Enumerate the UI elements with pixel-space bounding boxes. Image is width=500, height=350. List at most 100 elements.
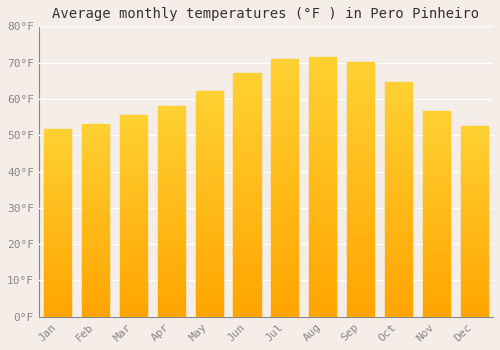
- Bar: [385, 232, 412, 237]
- Bar: [158, 156, 185, 161]
- Title: Average monthly temperatures (°F ) in Pero Pinheiro: Average monthly temperatures (°F ) in Pe…: [52, 7, 480, 21]
- Bar: [271, 280, 298, 286]
- Bar: [385, 256, 412, 261]
- Bar: [422, 161, 450, 165]
- Bar: [460, 286, 488, 290]
- Bar: [347, 215, 374, 220]
- Bar: [271, 79, 298, 85]
- Bar: [234, 234, 260, 239]
- Bar: [234, 175, 260, 181]
- Bar: [44, 234, 72, 238]
- Bar: [44, 186, 72, 190]
- Bar: [422, 206, 450, 210]
- Bar: [309, 171, 336, 177]
- Bar: [82, 278, 109, 282]
- Bar: [120, 244, 147, 248]
- Bar: [347, 103, 374, 108]
- Bar: [460, 210, 488, 214]
- Bar: [44, 216, 72, 219]
- Bar: [82, 151, 109, 155]
- Bar: [460, 168, 488, 172]
- Bar: [82, 166, 109, 170]
- Bar: [422, 255, 450, 259]
- Bar: [385, 120, 412, 125]
- Bar: [309, 218, 336, 223]
- Bar: [385, 92, 412, 97]
- Bar: [385, 274, 412, 279]
- Bar: [422, 280, 450, 284]
- Bar: [460, 313, 488, 317]
- Bar: [347, 144, 374, 149]
- Bar: [347, 266, 374, 271]
- Bar: [309, 301, 336, 306]
- Bar: [158, 295, 185, 300]
- Bar: [460, 175, 488, 180]
- Bar: [234, 180, 260, 186]
- Bar: [196, 123, 223, 128]
- Bar: [309, 259, 336, 265]
- Bar: [460, 244, 488, 248]
- Bar: [309, 161, 336, 166]
- Bar: [271, 95, 298, 100]
- Bar: [234, 312, 260, 317]
- Bar: [422, 132, 450, 136]
- Bar: [460, 217, 488, 222]
- Bar: [196, 285, 223, 290]
- Bar: [158, 249, 185, 254]
- Bar: [347, 271, 374, 276]
- Bar: [422, 189, 450, 194]
- Bar: [158, 173, 185, 178]
- Bar: [234, 83, 260, 88]
- Bar: [460, 236, 488, 240]
- Bar: [309, 311, 336, 317]
- Bar: [82, 193, 109, 197]
- Bar: [196, 307, 223, 312]
- Bar: [82, 262, 109, 267]
- Bar: [422, 185, 450, 190]
- Bar: [158, 127, 185, 132]
- Bar: [120, 171, 147, 176]
- Bar: [234, 97, 260, 103]
- Bar: [271, 208, 298, 214]
- Bar: [460, 137, 488, 141]
- Bar: [422, 156, 450, 161]
- Bar: [234, 107, 260, 112]
- Bar: [120, 280, 147, 285]
- Bar: [120, 212, 147, 216]
- Bar: [120, 199, 147, 204]
- Bar: [120, 224, 147, 228]
- Bar: [196, 105, 223, 110]
- Bar: [309, 270, 336, 275]
- Bar: [44, 264, 72, 268]
- Bar: [196, 145, 223, 150]
- Bar: [158, 270, 185, 275]
- Bar: [234, 195, 260, 200]
- Bar: [309, 119, 336, 125]
- Bar: [271, 250, 298, 255]
- Bar: [271, 136, 298, 141]
- Bar: [234, 282, 260, 288]
- Bar: [347, 230, 374, 236]
- Bar: [422, 197, 450, 202]
- Bar: [234, 127, 260, 132]
- Bar: [271, 172, 298, 177]
- Bar: [309, 254, 336, 260]
- Bar: [158, 240, 185, 245]
- Bar: [120, 296, 147, 301]
- Bar: [158, 165, 185, 169]
- Bar: [158, 114, 185, 119]
- Bar: [234, 258, 260, 263]
- Bar: [385, 134, 412, 139]
- Bar: [234, 263, 260, 268]
- Bar: [460, 172, 488, 176]
- Bar: [196, 114, 223, 119]
- Bar: [158, 224, 185, 228]
- Bar: [385, 270, 412, 275]
- Bar: [347, 118, 374, 124]
- Bar: [158, 300, 185, 304]
- Bar: [347, 108, 374, 113]
- Bar: [234, 214, 260, 219]
- Bar: [271, 218, 298, 224]
- Bar: [385, 251, 412, 256]
- Bar: [309, 296, 336, 301]
